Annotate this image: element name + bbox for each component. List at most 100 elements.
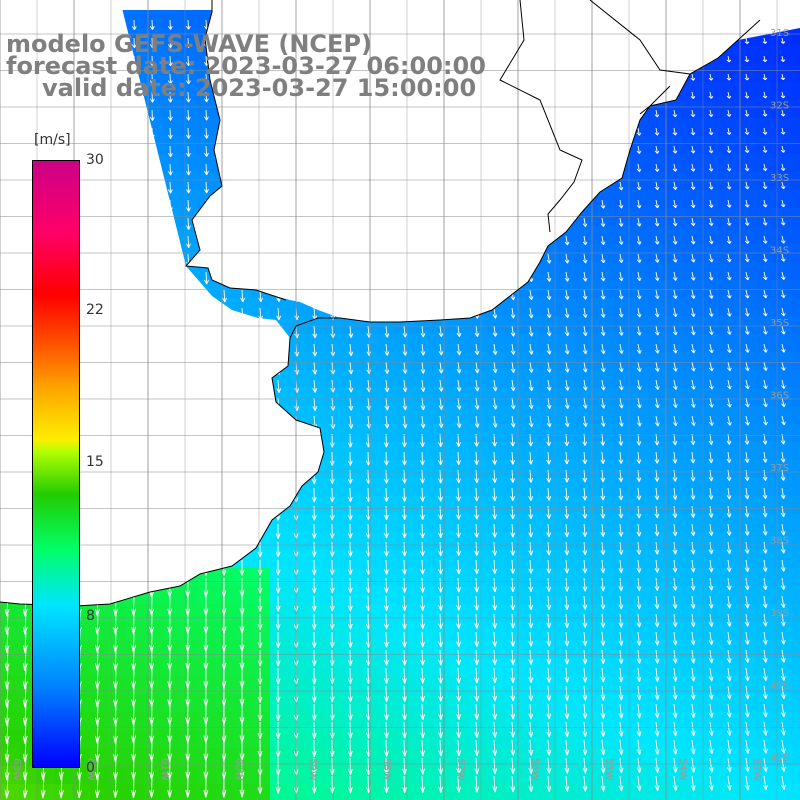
field-cell: [666, 658, 685, 677]
field-cell: [486, 478, 505, 497]
wind-arrow: [654, 649, 660, 664]
field-cell: [702, 334, 721, 353]
field-cell: [486, 370, 505, 389]
wind-arrow: [744, 343, 750, 353]
field-cell: [522, 532, 541, 551]
field-cell: [126, 712, 145, 731]
wind-arrow: [510, 775, 516, 793]
field-cell: [342, 370, 361, 389]
field-cell: [702, 730, 721, 749]
wind-arrow: [618, 307, 624, 318]
wind-arrow: [636, 325, 642, 336]
field-cell: [540, 622, 559, 641]
field-cell: [774, 154, 793, 173]
field-cell: [342, 406, 361, 425]
field-cell: [576, 784, 595, 800]
wind-arrow: [528, 487, 534, 501]
field-cell: [216, 568, 235, 587]
wind-arrow: [203, 775, 209, 798]
wind-arrow: [311, 739, 317, 758]
field-cell: [144, 658, 163, 677]
field-cell: [558, 352, 577, 371]
wind-arrow: [329, 721, 335, 739]
wind-arrow: [708, 199, 714, 208]
field-cell: [342, 586, 361, 605]
field-cell: [576, 442, 595, 461]
wind-arrow: [329, 775, 335, 794]
wind-arrow: [600, 667, 606, 683]
wind-arrow: [456, 541, 461, 557]
wind-arrow: [654, 289, 660, 300]
wind-arrow: [690, 415, 696, 427]
field-cell: [792, 136, 800, 155]
field-cell: [666, 352, 685, 371]
field-cell: [306, 748, 325, 767]
field-cell: [648, 694, 667, 713]
wind-arrow: [510, 451, 516, 465]
wind-arrow: [708, 127, 714, 136]
wind-arrow: [690, 163, 696, 172]
wind-arrow: [763, 415, 768, 426]
field-cell: [126, 748, 145, 767]
field-cell: [396, 460, 415, 479]
field-cell: [630, 424, 649, 443]
field-cell: [522, 730, 541, 749]
field-cell: [432, 514, 451, 533]
wind-arrow: [420, 379, 426, 392]
wind-arrow: [618, 289, 624, 300]
wind-arrow: [780, 757, 786, 772]
field-cell: [414, 658, 433, 677]
field-cell: [0, 604, 19, 623]
wind-arrow: [528, 775, 534, 793]
field-cell: [270, 748, 289, 767]
field-cell: [540, 262, 559, 281]
field-cell: [756, 64, 775, 83]
field-cell: [720, 424, 739, 443]
field-cell: [288, 658, 307, 677]
field-cell: [522, 298, 541, 317]
field-cell: [18, 712, 37, 731]
wind-arrow: [510, 361, 516, 374]
wind-arrow: [456, 343, 462, 356]
wind-arrow: [762, 757, 768, 772]
wind-arrow: [312, 397, 318, 411]
wind-arrow: [744, 559, 750, 573]
field-cell: [630, 568, 649, 587]
field-cell: [702, 82, 721, 101]
field-cell: [360, 370, 379, 389]
field-cell: [702, 622, 721, 641]
wind-arrow: [600, 325, 606, 336]
field-cell: [522, 388, 541, 407]
wind-arrow: [726, 73, 732, 81]
field-cell: [306, 694, 325, 713]
wind-arrow: [600, 631, 606, 647]
wind-arrow: [311, 487, 317, 503]
field-cell: [486, 604, 505, 623]
field-cell: [702, 208, 721, 227]
field-cell: [738, 586, 757, 605]
field-cell: [684, 766, 703, 785]
field-cell: [756, 694, 775, 713]
wind-arrow: [347, 541, 353, 557]
field-cell: [414, 730, 433, 749]
field-cell: [738, 766, 757, 785]
wind-arrow: [492, 541, 498, 556]
field-cell: [468, 514, 487, 533]
field-cell: [738, 496, 757, 515]
field-cell: [666, 262, 685, 281]
wind-arrow: [780, 667, 786, 681]
field-cell: [594, 442, 613, 461]
wind-arrow: [402, 379, 408, 393]
wind-arrow: [492, 415, 498, 428]
field-cell: [594, 748, 613, 767]
field-cell: [738, 712, 757, 731]
valid-date: valid date: 2023-03-27 15:00:00: [42, 74, 477, 102]
field-cell: [774, 622, 793, 641]
field-cell: [594, 622, 613, 641]
wind-arrow: [438, 379, 444, 392]
field-cell: [684, 784, 703, 800]
field-cell: [774, 334, 793, 353]
wind-arrow: [275, 685, 281, 703]
wind-arrow: [582, 397, 588, 409]
field-cell: [684, 568, 703, 587]
